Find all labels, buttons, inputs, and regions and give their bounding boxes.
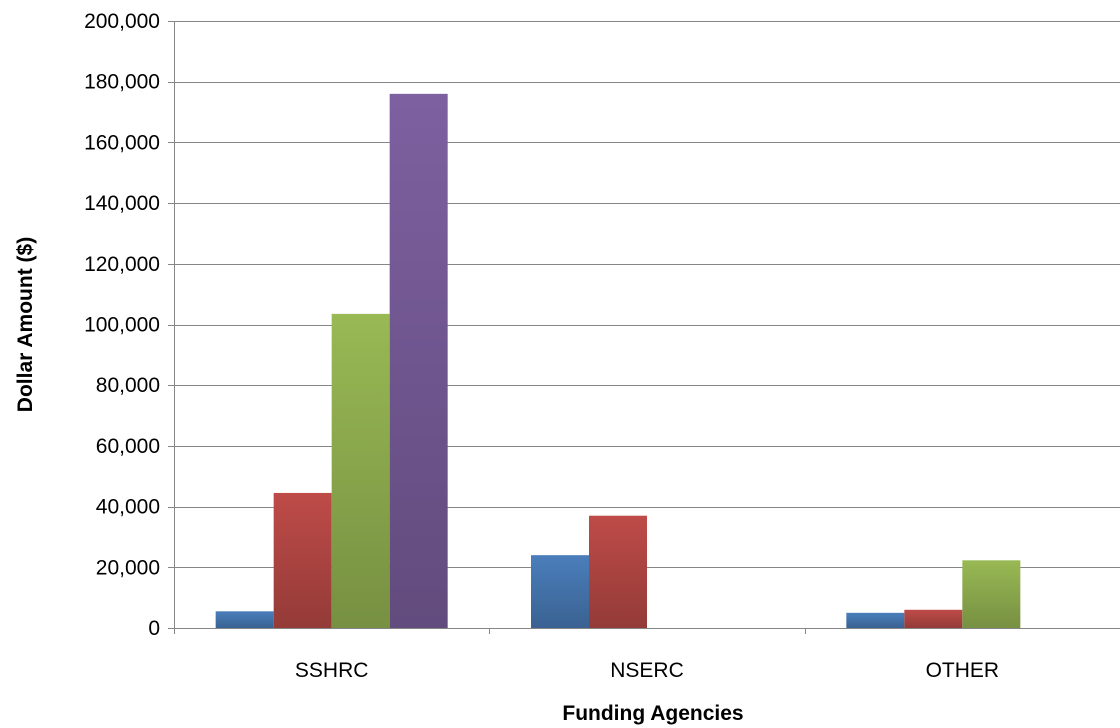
axes [168, 21, 1120, 634]
y-tick-label: 160,000 [84, 131, 160, 154]
y-tick-labels: 0 20,000 40,000 60,000 80,000 100,000 120,000 1… [84, 10, 160, 640]
bar-other-series-2 [904, 609, 963, 628]
bar-sshrc-series-2 [273, 492, 332, 628]
y-tick-label: 180,000 [84, 71, 160, 94]
bar-sshrc-series-3 [331, 313, 390, 628]
bar-sshrc-series-1 [215, 611, 274, 628]
x-tick-label: OTHER [926, 659, 1000, 682]
x-axis-title: Funding Agencies [562, 702, 743, 725]
y-tick-label: 200,000 [84, 10, 160, 33]
y-tick-label: 100,000 [84, 314, 160, 337]
y-axis-title: Dollar Amount ($) [14, 237, 37, 412]
y-tick-label: 40,000 [96, 496, 160, 519]
x-tick-label: SSHRC [295, 659, 369, 682]
bar-nserc-series-1 [531, 555, 589, 628]
y-tick-label: 120,000 [84, 253, 160, 276]
y-tick-label: 140,000 [84, 192, 160, 215]
y-tick-label: 60,000 [96, 435, 160, 458]
bar-other-series-3 [962, 560, 1021, 628]
bar-nserc-series-2 [589, 515, 647, 628]
bars [215, 93, 1021, 629]
gridlines [174, 21, 1120, 568]
y-tick-label: 20,000 [96, 556, 160, 579]
bar-sshrc-series-4 [389, 93, 448, 629]
y-tick-label: 80,000 [96, 374, 160, 397]
x-tick-labels: SSHRC NSERC OTHER [295, 659, 999, 682]
y-tick-label: 0 [148, 617, 160, 640]
x-tick-label: NSERC [610, 659, 684, 682]
bar-other-series-1 [846, 612, 905, 628]
